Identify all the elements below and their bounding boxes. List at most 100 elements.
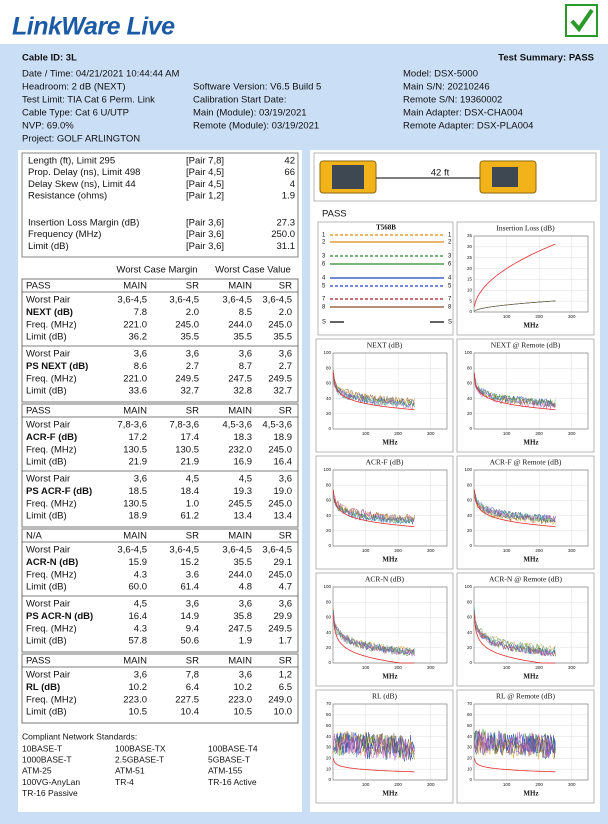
pin-right: S [448,320,452,326]
result-cell: 245.0 [175,319,199,330]
y-tick-label: 0 [469,426,472,431]
pin-right: 1 [448,233,452,239]
result-cell: 4.3 [134,623,147,634]
plot-title: RL @ Remote (dB) [496,692,555,701]
x-tick-label: 200 [394,548,402,553]
result-cell: 2.7 [279,361,292,372]
info-line: Date / Time: 04/21/2021 10:44:44 AM [22,69,179,80]
x-axis-label: MHz [382,790,397,798]
y-tick-label: 80 [467,365,473,370]
result-cell: 223.0 [123,694,147,705]
plot-title: ACR-F @ Remote (dB) [490,458,562,467]
x-tick-label: 200 [535,548,543,553]
result-cell: 3,6 [239,349,252,360]
section-box [21,528,299,653]
length-box [313,152,597,202]
y-tick-label: 40 [467,630,473,635]
result-label: Worst Pair [26,474,70,485]
result-cell: 33.6 [129,386,148,397]
result-label: Worst Pair [26,599,70,610]
result-label: Limit (dB) [26,511,67,522]
value-header: Worst Case Value [215,265,291,276]
result-cell: 3,6 [134,349,147,360]
result-cell: 18.4 [181,486,200,497]
result-label: Limit (dB) [26,332,67,343]
main-unit-panel [332,165,364,189]
summary-label: Length (ft), Limit 295 [28,156,115,167]
x-tick-label: 200 [394,431,402,436]
plot-box [456,338,595,453]
section-header-cell: SR [279,281,292,292]
y-tick-label: 30 [467,745,473,750]
summary-label: Limit (dB) [28,241,69,252]
x-tick-label: 100 [362,665,370,670]
result-cell: 16.4 [129,611,148,622]
y-tick-label: 40 [467,513,473,518]
y-tick-label: 60 [467,615,473,620]
result-cell: 3,6-4,5 [169,295,199,306]
trace [474,491,556,523]
y-tick-label: 80 [326,365,332,370]
standard: ATM-51 [115,766,145,776]
x-tick-label: 300 [568,782,576,787]
section-header-cell: MAIN [123,531,147,542]
section-header-cell: SR [279,656,292,667]
result-label: RL (dB) [26,682,60,693]
y-tick-label: 5 [469,298,472,303]
plot-box [315,455,454,570]
result-cell: 245.0 [268,319,292,330]
section-header-cell: MAIN [228,531,252,542]
trace [333,609,415,656]
result-cell: 15.2 [181,557,200,568]
result-label: Worst Pair [26,349,70,360]
y-tick-label: 40 [326,513,332,518]
pin-left: 8 [322,305,326,311]
result-label: ACR-N (dB) [26,557,78,568]
y-tick-label: 0 [469,543,472,548]
result-cell: 3,6-4,5 [222,295,252,306]
section-header-cell: MAIN [123,281,147,292]
y-tick-label: 100 [323,350,331,355]
pin-right: 5 [448,284,452,290]
result-label: ACR-F (dB) [26,432,77,443]
summary-label: Frequency (MHz) [28,229,101,240]
standard: 100VG-AnyLan [22,777,80,787]
trace [473,372,556,411]
pin-right: 3 [448,254,452,260]
summary-pair: [Pair 3,6] [186,218,224,229]
y-tick-label: 0 [469,660,472,665]
y-tick-label: 70 [467,701,473,706]
result-cell: 249.5 [268,373,292,384]
standard: ATM-155 [208,766,243,776]
result-cell: 8.7 [239,361,252,372]
x-tick-label: 100 [503,548,511,553]
plot-title: ACR-N @ Remote (dB) [489,575,562,584]
y-tick-label: 0 [328,660,331,665]
y-tick-label: 60 [467,712,473,717]
result-cell: 7,8 [186,670,199,681]
pin-right: 2 [448,240,452,246]
x-axis-label: MHz [382,556,397,564]
result-cell: 3,6 [239,670,252,681]
plot-area [332,352,448,430]
plot-area [332,586,448,664]
result-cell: 14.9 [181,611,200,622]
y-tick-label: 40 [326,630,332,635]
result-cell: 247.5 [228,623,252,634]
result-cell: 244.0 [228,319,252,330]
section-header-cell: MAIN [123,656,147,667]
plot-area [473,235,589,313]
info-line: Software Version: V6.5 Build 5 [193,82,321,93]
result-cell: 35.5 [274,332,293,343]
pin-left: S [322,320,326,326]
y-tick-label: 20 [326,645,332,650]
plot-area [473,352,589,430]
result-cell: 18.5 [129,486,148,497]
x-tick-label: 100 [503,314,511,319]
info-line: Calibration Start Date: [193,95,286,106]
trace [474,609,556,657]
info-line: Remote Adapter: DSX-PLA004 [403,121,533,132]
standard: 100BASE-TX [115,743,166,753]
y-tick-label: 20 [467,411,473,416]
result-cell: 18.3 [234,432,253,443]
